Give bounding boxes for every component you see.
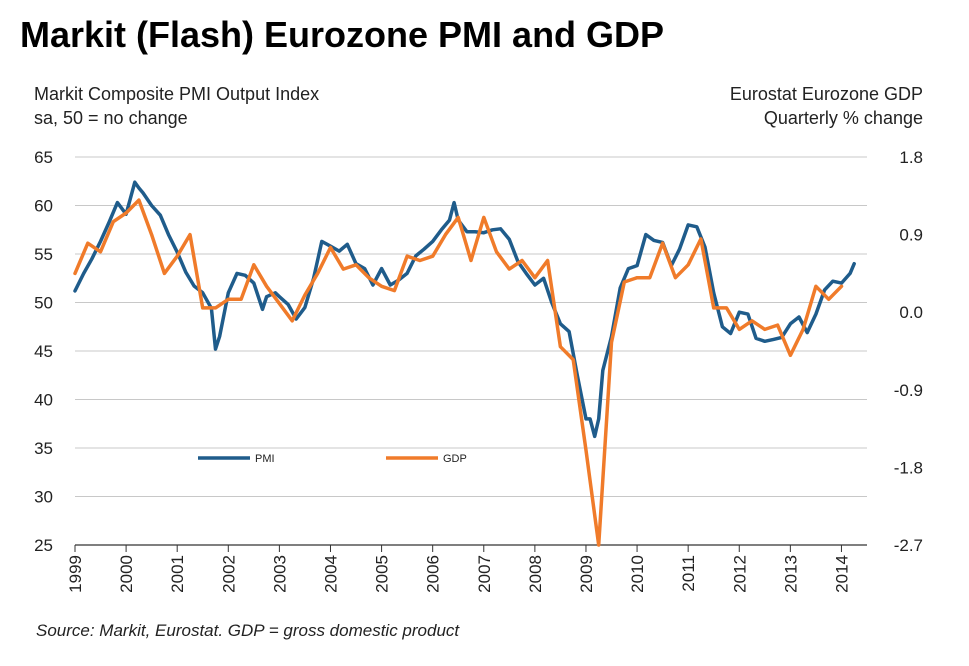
x-axis-tick-label: 2002 [219,555,238,593]
x-axis-tick-label: 2007 [475,555,494,593]
series-line-gdp [73,198,844,547]
left-axis-tick-label: 25 [34,536,53,555]
left-axis-tick-label: 50 [34,294,53,313]
x-axis-tick-label: 2014 [832,555,851,593]
left-axis-title-line-1: Markit Composite PMI Output Index [34,84,320,104]
right-axis-title: Eurostat Eurozone GDP Quarterly % change [730,82,923,130]
x-axis-tick-label: 2004 [321,555,340,593]
right-axis-tick-label: -2.7 [894,536,923,555]
right-axis-title-line-2: Quarterly % change [763,108,923,128]
left-axis-tick-label: 55 [34,245,53,264]
left-axis-tick-label: 35 [34,439,53,458]
left-axis-tick-label: 40 [34,391,53,410]
left-axis-tick-label: 65 [34,148,53,167]
right-axis-tick-label: -0.9 [894,381,923,400]
x-axis-tick-label: 2011 [679,555,698,592]
x-axis-tick-label: 2008 [526,555,545,593]
left-axis-tick-label: 60 [34,197,53,216]
legend-label-pmi: PMI [255,453,275,465]
x-axis-tick-label: 2001 [168,555,187,593]
x-axis-tick-label: 2003 [270,555,289,593]
right-axis-tick-label: -1.8 [894,458,923,477]
x-axis-tick-label: 2006 [424,555,443,593]
x-axis-tick-label: 1999 [66,555,85,593]
x-axis-tick-label: 2010 [628,555,647,593]
source-note: Source: Markit, Eurostat. GDP = gross do… [36,621,460,640]
x-axis-tick-label: 2000 [117,555,136,593]
left-axis-title: Markit Composite PMI Output Index sa, 50… [34,82,319,130]
x-axis-tick-label: 2013 [781,555,800,593]
legend-label-gdp: GDP [443,453,467,465]
x-axis-tick-label: 2009 [577,555,596,593]
left-axis-tick-label: 45 [34,342,53,361]
x-axis-tick-label: 2005 [373,555,392,593]
right-axis-title-line-1: Eurostat Eurozone GDP [729,84,923,104]
right-axis-tick-label: 0.9 [899,226,923,245]
series-line-pmi [73,180,856,439]
x-axis-tick-label: 2012 [730,555,749,593]
right-axis-tick-label: 0.0 [899,303,923,322]
chart-title: Markit (Flash) Eurozone PMI and GDP [20,14,665,55]
left-axis-title-line-2: sa, 50 = no change [34,108,188,128]
left-axis-tick-label: 30 [34,488,53,507]
right-axis-tick-label: 1.8 [899,148,923,167]
